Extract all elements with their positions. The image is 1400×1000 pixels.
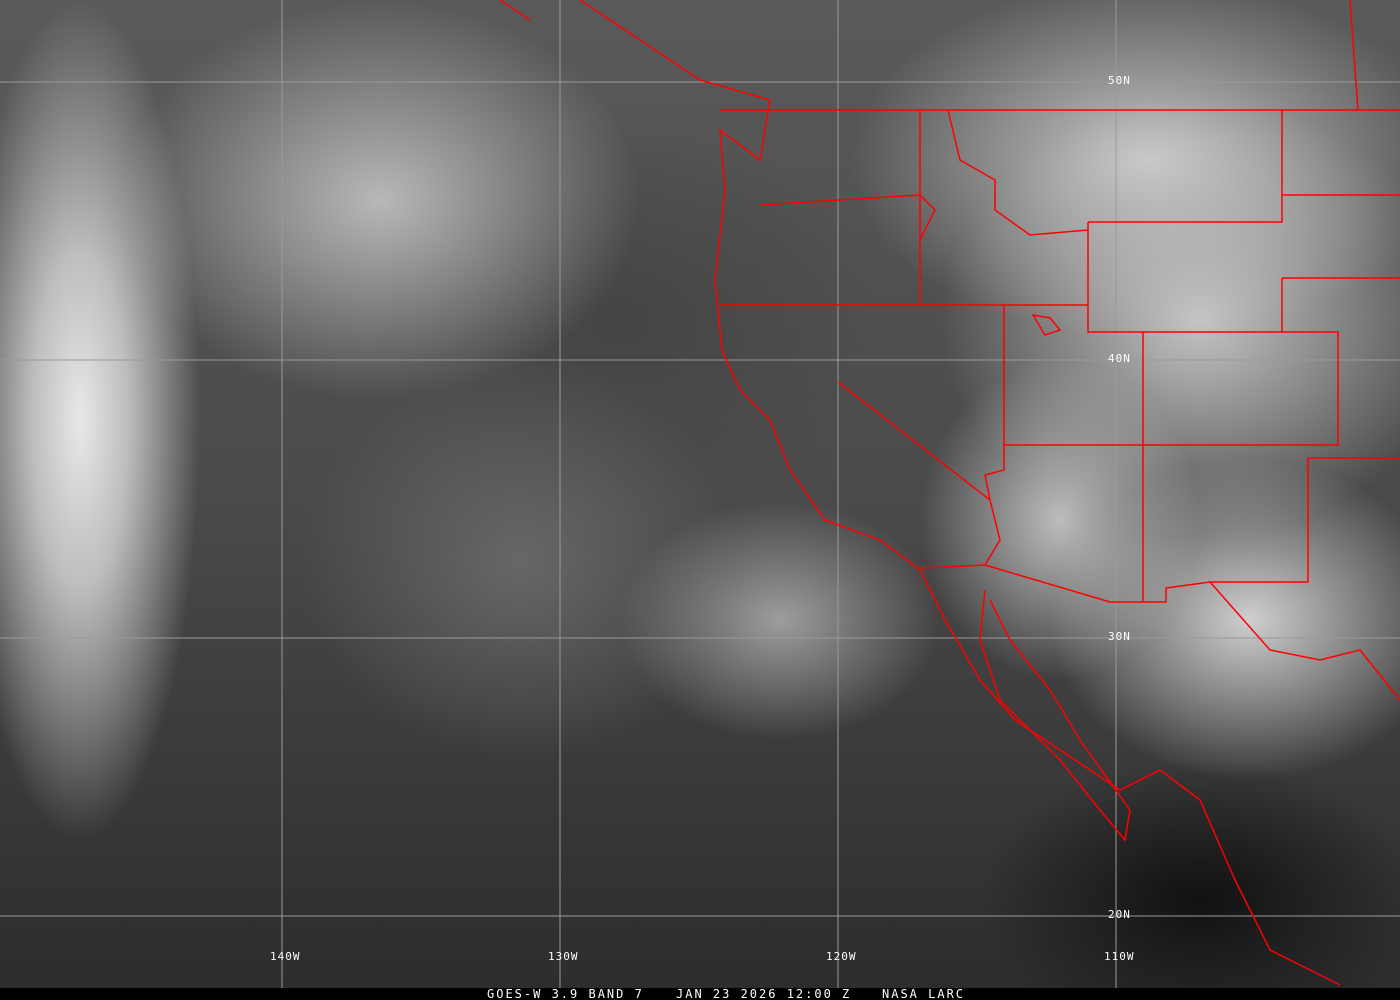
caption-satellite: GOES-W 3.9 BAND 7 <box>487 987 644 1000</box>
lon-label-140w: 140W <box>270 950 301 963</box>
lon-label-110w: 110W <box>1104 950 1135 963</box>
lat-label-40n: 40N <box>1108 352 1131 365</box>
lat-label-20n: 20N <box>1108 908 1131 921</box>
caption-source: NASA LARC <box>882 987 966 1000</box>
coastline <box>499 0 1341 986</box>
lon-label-120w: 120W <box>826 950 857 963</box>
lake-outline <box>1031 313 1062 336</box>
caption-datetime: JAN 23 2026 12:00 Z <box>676 987 852 1000</box>
political-borders <box>499 0 1400 986</box>
lat-label-30n: 30N <box>1108 630 1131 643</box>
state-borders <box>720 0 1400 701</box>
caption-bar: GOES-W 3.9 BAND 7 JAN 23 2026 12:00 Z NA… <box>0 987 1400 1000</box>
lat-label-50n: 50N <box>1108 74 1131 87</box>
lon-label-130w: 130W <box>548 950 579 963</box>
